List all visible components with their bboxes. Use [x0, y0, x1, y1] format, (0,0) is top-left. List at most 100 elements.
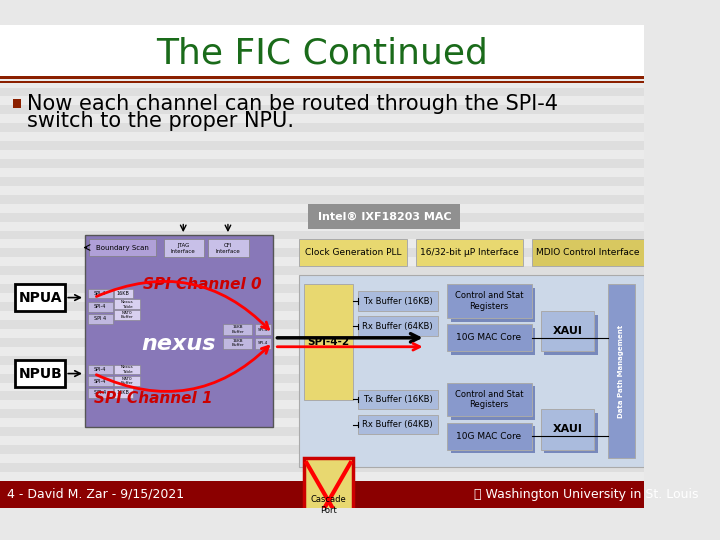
Bar	[0, 239, 644, 248]
Bar	[0, 356, 644, 364]
Bar	[88, 376, 112, 386]
Text: NPUA: NPUA	[19, 291, 62, 305]
Bar	[0, 43, 644, 52]
Bar	[0, 168, 644, 177]
Bar	[0, 213, 644, 221]
Bar	[0, 382, 644, 392]
Bar	[358, 390, 438, 409]
Bar	[451, 288, 536, 322]
Bar	[300, 239, 407, 266]
Bar	[0, 204, 644, 213]
Bar	[447, 325, 532, 351]
Text: 16KB
Buffer: 16KB Buffer	[231, 326, 244, 334]
Text: SPI Channel 1: SPI Channel 1	[94, 391, 212, 406]
Text: Rx Buffer (64KB): Rx Buffer (64KB)	[362, 420, 433, 429]
Text: JTAG
Interface: JTAG Interface	[171, 243, 196, 254]
Bar	[447, 382, 532, 416]
Bar	[114, 364, 140, 374]
Bar	[85, 235, 273, 427]
Bar	[0, 105, 644, 114]
Bar	[0, 418, 644, 427]
Text: SPI-4: SPI-4	[258, 341, 268, 345]
Text: SPI 4: SPI 4	[94, 390, 106, 395]
Bar	[88, 302, 112, 312]
Text: MDIO Control Interface: MDIO Control Interface	[536, 248, 639, 258]
Text: 16KB
Buffer: 16KB Buffer	[231, 339, 244, 347]
Bar	[255, 338, 271, 348]
Text: XAUI: XAUI	[553, 326, 582, 336]
Text: switch to the proper NPU.: switch to the proper NPU.	[27, 111, 294, 132]
Text: NAT0
Buffer: NAT0 Buffer	[120, 310, 133, 319]
Bar	[0, 472, 644, 481]
Bar	[0, 177, 644, 186]
Bar	[88, 289, 112, 299]
Bar	[89, 239, 156, 255]
Text: SPI-4: SPI-4	[94, 291, 107, 296]
Text: 16KB: 16KB	[117, 390, 130, 395]
Bar	[0, 374, 644, 382]
Bar	[304, 284, 353, 400]
Bar	[358, 316, 438, 336]
Bar	[0, 97, 644, 105]
Text: NAT0
Buffer: NAT0 Buffer	[120, 377, 133, 386]
Text: SPI-4-2: SPI-4-2	[307, 338, 349, 347]
Bar	[451, 328, 536, 355]
Text: SPI 4: SPI 4	[94, 316, 106, 321]
Text: SPI-4: SPI-4	[94, 305, 107, 309]
Bar	[544, 413, 598, 453]
Text: Data Path Management: Data Path Management	[618, 324, 624, 417]
Bar	[447, 423, 532, 450]
Bar	[0, 79, 644, 87]
Bar	[0, 195, 644, 204]
Bar	[358, 415, 438, 434]
Bar	[0, 329, 644, 338]
Bar	[0, 221, 644, 231]
Text: Intel® IXF18203 MAC: Intel® IXF18203 MAC	[318, 211, 451, 221]
Bar	[0, 392, 644, 400]
Bar	[0, 76, 644, 79]
Bar	[0, 454, 644, 463]
Bar	[544, 315, 598, 355]
Bar	[0, 364, 644, 374]
Text: 16KB: 16KB	[117, 291, 130, 296]
Bar	[114, 299, 140, 309]
Bar	[0, 275, 644, 284]
Bar	[0, 481, 644, 490]
Bar	[308, 204, 460, 229]
Bar	[0, 150, 644, 159]
Text: NPUB: NPUB	[18, 367, 62, 381]
Text: Boundary Scan: Boundary Scan	[96, 245, 149, 251]
Bar	[0, 499, 644, 508]
Bar	[0, 481, 644, 508]
Bar	[0, 231, 644, 239]
Text: CFI
Interface: CFI Interface	[215, 243, 240, 254]
Bar	[0, 70, 644, 79]
Text: SPI Channel 0: SPI Channel 0	[143, 276, 261, 292]
Text: Nexus
Table: Nexus Table	[121, 300, 133, 308]
Bar	[88, 364, 112, 374]
Bar	[12, 99, 22, 108]
Bar	[0, 159, 644, 168]
Bar	[0, 60, 644, 70]
Text: Cascade
Port: Cascade Port	[310, 495, 346, 515]
Text: ⯇ Washington University in St. Louis: ⯇ Washington University in St. Louis	[474, 488, 698, 501]
Bar	[208, 239, 248, 258]
Bar	[114, 388, 133, 397]
Bar	[163, 239, 204, 258]
Bar	[114, 310, 140, 320]
Text: 16/32-bit µP Interface: 16/32-bit µP Interface	[420, 248, 518, 258]
Bar	[0, 186, 644, 195]
Bar	[15, 360, 66, 387]
Bar	[0, 34, 644, 43]
Bar	[451, 426, 536, 453]
Bar	[0, 114, 644, 123]
Bar	[608, 284, 634, 458]
Text: SPI-4: SPI-4	[258, 328, 268, 332]
Bar	[0, 293, 644, 302]
Bar	[0, 52, 644, 60]
Text: Control and Stat
Registers: Control and Stat Registers	[455, 390, 523, 409]
Bar	[223, 338, 252, 348]
Bar	[0, 427, 644, 436]
Bar	[451, 386, 536, 420]
Bar	[88, 388, 112, 397]
